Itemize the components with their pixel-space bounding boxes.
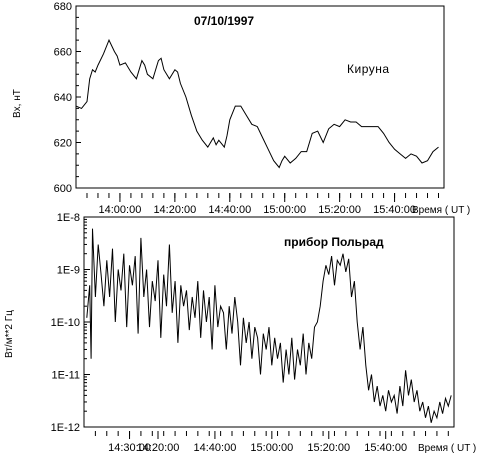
bottom-panel: 1E-12 1E-11 1E-10 1E-9 1E-8 14:30:0014:20:00… xyxy=(4,212,476,454)
top-x-tick-label: 15:00:00 xyxy=(263,204,306,216)
bottom-x-tick-label: 14:30:00 xyxy=(108,442,151,454)
bottom-y-tick-label: 1E-12 xyxy=(51,422,80,434)
top-series-line xyxy=(75,38,439,169)
top-x-tick-label: 14:00:00 xyxy=(99,204,142,216)
bottom-y-ticks: 1E-12 1E-11 1E-10 1E-9 1E-8 xyxy=(51,212,90,434)
top-y-tick-label: 620 xyxy=(54,138,72,150)
bottom-x-axis-label: Время ( UT ) xyxy=(418,443,476,454)
top-y-axis-label: Bx, нТ xyxy=(12,89,23,118)
top-x-axis-label: Время ( UT ) xyxy=(412,205,470,216)
bottom-series-line xyxy=(86,228,452,423)
bottom-y-tick-label: 1E-8 xyxy=(57,212,80,224)
top-x-tick-label: 15:40:00 xyxy=(373,204,416,216)
bottom-x-tick-label: 15:00:00 xyxy=(250,442,293,454)
top-y-tick-label: 600 xyxy=(54,183,72,195)
top-x-tick-label: 15:20:00 xyxy=(318,204,361,216)
bottom-y-tick-label: 1E-10 xyxy=(51,317,80,329)
top-x-ticks: 14:00:00 14:20:00 14:40:00 15:00:00 15:20:00… xyxy=(86,193,440,216)
top-x-tick-label: 14:40:00 xyxy=(208,204,251,216)
top-plot-frame xyxy=(75,5,445,189)
top-panel: 600 620 640 660 680 14:00:00 14:20:00 14:40:00… xyxy=(12,1,470,216)
top-y-tick-label: 660 xyxy=(54,47,72,59)
top-annotation-kiruna: Кируна xyxy=(347,62,390,76)
bottom-chart-title: прибор Польрад xyxy=(284,235,384,249)
bottom-y-axis-label: Вт/м**2 Гц xyxy=(4,310,15,358)
top-x-tick-label: 14:20:00 xyxy=(153,204,196,216)
bottom-y-tick-label: 1E-9 xyxy=(57,265,80,277)
bottom-x-tick-label: 14:20:00 xyxy=(137,442,180,454)
top-y-tick-label: 680 xyxy=(54,1,72,13)
bottom-x-tick-label: 14:40:00 xyxy=(194,442,237,454)
top-chart-title: 07/10/1997 xyxy=(194,14,254,28)
bottom-x-tick-label: 15:40:00 xyxy=(364,442,407,454)
top-y-tick-label: 640 xyxy=(54,92,72,104)
bottom-x-tick-label: 15:20:00 xyxy=(307,442,350,454)
bottom-y-tick-label: 1E-11 xyxy=(51,370,80,382)
top-y-ticks: 600 620 640 660 680 xyxy=(54,1,81,195)
